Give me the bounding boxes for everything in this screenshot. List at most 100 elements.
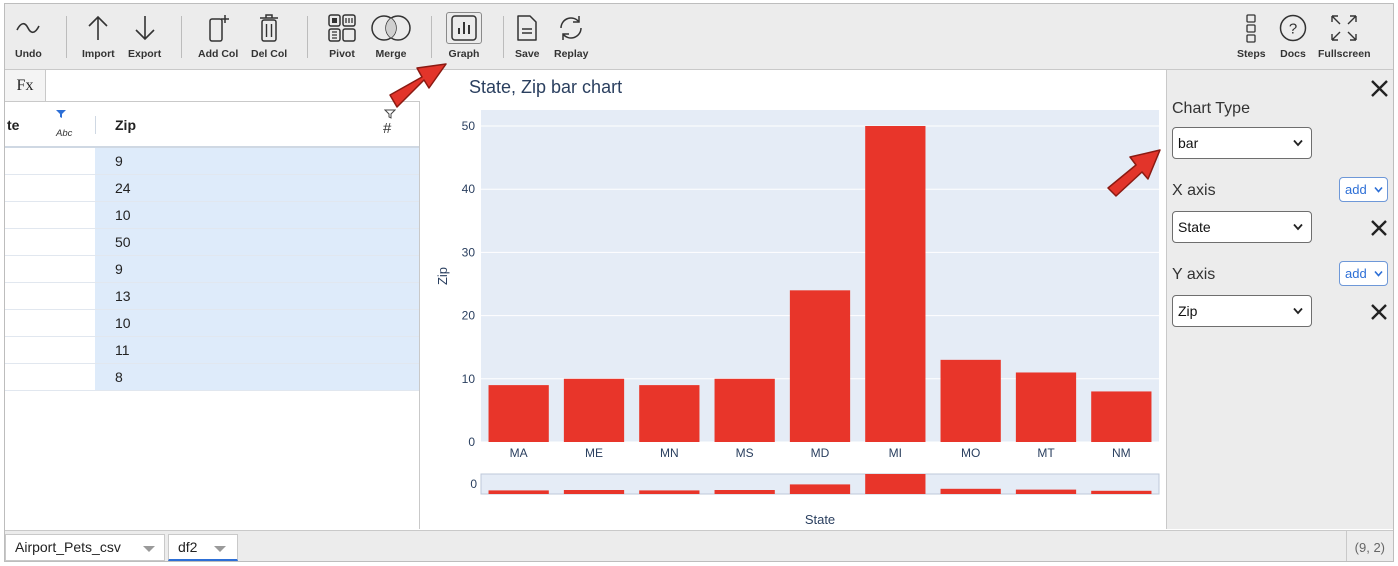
del-col-button[interactable]: Del Col [251,12,287,60]
svg-text:?: ? [1289,21,1297,38]
chart-area: State, Zip bar chart 0 10 20 30 40 50 MA ME MN MS… [421,70,1165,529]
bar [1091,391,1152,442]
y-axis-select[interactable]: Zip [1172,295,1312,327]
fullscreen-button[interactable]: Fullscreen [1318,12,1371,60]
table-cell-state[interactable] [5,148,95,174]
tab-airport-pets-csv[interactable]: Airport_Pets_csv [5,534,165,561]
tab-label: df2 [178,539,198,555]
bar [488,385,549,442]
x-tick-label: ME [585,446,603,460]
filter-icon[interactable] [384,109,396,119]
table-cell-state[interactable] [5,364,95,390]
range-slider-bar [488,490,549,494]
replay-button[interactable]: Replay [554,12,588,60]
table-row[interactable]: 9 [5,148,419,175]
chevron-down-icon [1374,270,1383,277]
grid-header: te Abc Zip # [5,102,419,148]
table-row[interactable]: 24 [5,175,419,202]
arrow-down-icon [133,12,157,44]
table-cell-zip[interactable]: 10 [95,310,419,336]
table-cell-zip[interactable]: 8 [95,364,419,390]
table-cell-state[interactable] [5,229,95,255]
table-cell-state[interactable] [5,256,95,282]
toolbar-separator [181,16,182,58]
range-slider-bar [789,484,851,494]
x-axis-select[interactable]: State [1172,211,1312,243]
import-button[interactable]: Import [82,12,115,60]
table-cell-zip[interactable]: 9 [95,256,419,282]
remove-y-axis-icon[interactable] [1369,302,1389,322]
pivot-button[interactable]: Pivot [327,12,357,60]
table-cell-zip[interactable]: 24 [95,175,419,201]
range-slider-bar [1091,490,1152,494]
x-axis-add-select[interactable]: add [1339,177,1388,202]
range-slider-bar [865,474,926,494]
table-cell-zip[interactable]: 10 [95,202,419,228]
docs-button[interactable]: ? Docs [1278,12,1308,60]
remove-x-axis-icon[interactable] [1369,218,1389,238]
y-tick-label: 10 [462,372,476,386]
export-button[interactable]: Export [128,12,161,60]
app-window: Undo Import Export Add Col Del C [4,3,1394,562]
table-row[interactable]: 9 [5,256,419,283]
table-cell-state[interactable] [5,283,95,309]
table-cell-state[interactable] [5,310,95,336]
graph-button[interactable]: Graph [446,12,482,60]
steps-icon [1243,12,1259,44]
table-cell-zip[interactable]: 9 [95,148,419,174]
table-cell-state[interactable] [5,202,95,228]
chevron-down-icon[interactable] [214,546,226,552]
refresh-icon [556,12,586,44]
tab-df2[interactable]: df2 [168,534,238,561]
table-cell-zip[interactable]: 50 [95,229,419,255]
undo-icon [15,12,41,44]
table-cell-state[interactable] [5,337,95,363]
x-tick-label: MD [811,446,830,460]
merge-button[interactable]: Merge [369,12,413,60]
bar [940,359,1001,442]
bar-chart[interactable]: 0 10 20 30 40 50 MA ME MN MS MD MI MO MT NM Zip 0 State [421,70,1165,529]
table-cell-zip[interactable]: 11 [95,337,419,363]
steps-button[interactable]: Steps [1237,12,1266,60]
y-axis-title: Zip [435,267,450,285]
table-row[interactable]: 50 [5,229,419,256]
table-row[interactable]: 13 [5,283,419,310]
chart-type-select[interactable]: bar [1172,127,1312,159]
expand-icon [1329,12,1359,44]
x-tick-label: NM [1112,446,1131,460]
undo-button[interactable]: Undo [15,12,42,60]
table-row[interactable]: 10 [5,310,419,337]
close-panel-icon[interactable] [1370,79,1389,98]
chart-type-value: bar [1178,135,1199,151]
table-row[interactable]: 11 [5,337,419,364]
x-tick-label: MA [510,446,528,460]
y-axis-add-select[interactable]: add [1339,261,1388,286]
column-header-zip[interactable]: Zip [115,117,136,133]
toolbar: Undo Import Export Add Col Del C [5,4,1393,70]
table-cell-state[interactable] [5,175,95,201]
column-type-number: # [383,120,392,137]
range-slider-bar [639,490,700,494]
chart-title: State, Zip bar chart [469,77,623,97]
chevron-down-icon[interactable] [143,546,155,552]
add-col-button[interactable]: Add Col [198,12,238,60]
y-tick-label: 50 [462,119,476,133]
formula-bar[interactable]: Fx [5,70,420,102]
y-axis-value: Zip [1178,303,1198,319]
filter-active-icon[interactable] [55,109,67,119]
table-cell-zip[interactable]: 13 [95,283,419,309]
table-row[interactable]: 10 [5,202,419,229]
y-tick-label: 20 [462,309,476,323]
fx-label: Fx [5,70,46,101]
x-tick-label: MO [961,446,980,460]
save-button[interactable]: Save [515,12,540,60]
table-row[interactable]: 8 [5,364,419,391]
chart-type-label: Chart Type [1172,100,1250,117]
chevron-down-icon [1374,186,1383,193]
toolbar-separator [307,16,308,58]
column-header-state[interactable]: te [7,117,20,133]
x-axis-add-text: add [1345,182,1367,197]
y-tick-label: 0 [468,435,475,449]
bar [714,378,775,442]
toolbar-separator [431,16,432,58]
